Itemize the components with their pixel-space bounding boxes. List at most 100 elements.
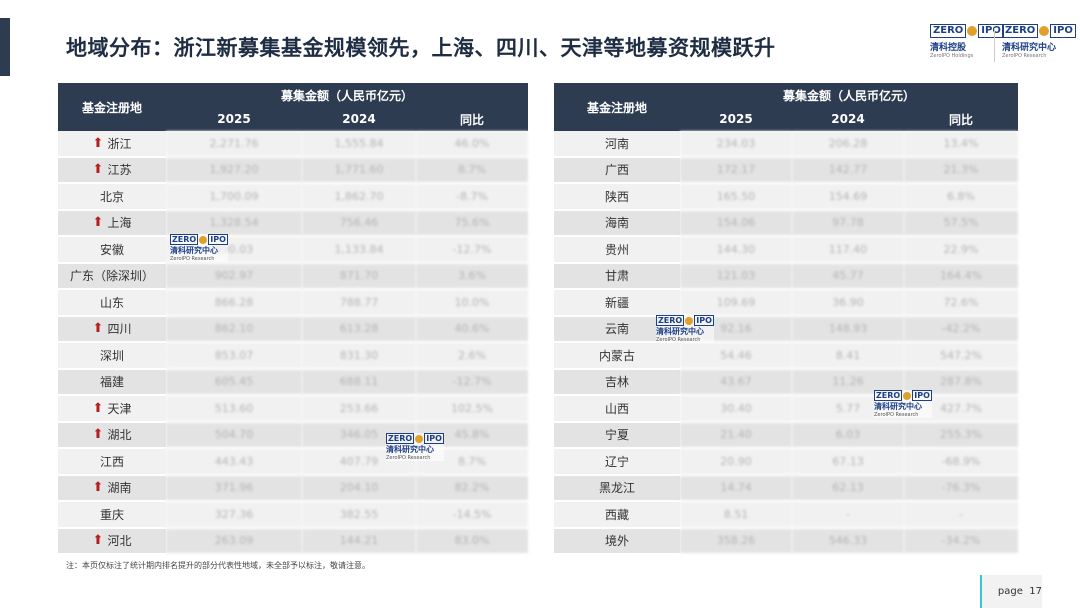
arrow-up-icon: ⬆ [92, 480, 104, 496]
left-table-body: ⬆ 浙江 2,271.76 1,555.84 46.0% ⬆ 江苏 1,927.20 1,771… [58, 131, 529, 555]
amount-2024-cell: 36.90 [792, 289, 904, 317]
region-label: 甘肃 [604, 269, 629, 284]
amount-2024-cell: 613.28 [302, 315, 416, 343]
yoy-cell: 75.6% [416, 209, 529, 237]
table-row: 广西 172.17 142.77 21.3% [554, 156, 1019, 184]
arrow-up-icon: ⬆ [92, 427, 104, 443]
region-cell: ⬆ 四川 [58, 315, 166, 343]
amount-2024-cell: 148.93 [792, 315, 904, 343]
region-cell: 甘肃 [554, 262, 680, 290]
region-cell: 内蒙古 [554, 342, 680, 370]
yoy-cell: 21.3% [904, 156, 1019, 184]
amount-2024-cell: 144.21 [302, 527, 416, 555]
yoy-cell: -14.5% [416, 501, 529, 529]
region-label: 江西 [99, 454, 124, 469]
page-indicator: page 17 [980, 575, 1042, 608]
table-row: 江西 443.43 407.79 8.7% [58, 448, 529, 476]
arrow-up-icon: ⬆ [92, 215, 104, 231]
amount-2024-cell: 546.33 [792, 527, 904, 555]
table-row: 宁夏 21.40 6.03 255.3% [554, 421, 1019, 449]
region-cell: 宁夏 [554, 421, 680, 449]
arrow-up-icon: ⬆ [92, 533, 104, 549]
table-row: ⬆ 天津 513.60 253.66 102.5% [58, 395, 529, 423]
amount-2025-cell: 862.10 [166, 315, 302, 343]
amount-2025-cell: 154.06 [680, 209, 792, 237]
zeroipo-mark-icon: ZERO IPO [874, 390, 932, 401]
yoy-cell: -8.7% [416, 183, 529, 211]
yoy-cell: 102.5% [416, 395, 529, 423]
yoy-cell: -42.2% [904, 315, 1019, 343]
amount-2024-cell: 831.30 [302, 342, 416, 370]
year-2025-header: 2025 [166, 107, 302, 131]
region-cell: 福建 [58, 368, 166, 396]
region-cell: 河南 [554, 131, 680, 158]
arrow-up-icon: ⬆ [92, 135, 104, 151]
table-row: 新疆 109.69 36.90 72.6% [554, 289, 1019, 317]
amount-2024-cell: 8.41 [792, 342, 904, 370]
region-cell: 江西 [58, 448, 166, 476]
zeroipo-mark-icon: ZERO IPO [170, 234, 228, 245]
yoy-cell: 57.5% [904, 209, 1019, 237]
page-title: 地域分布：浙江新募集基金规模领先，上海、四川、天津等地募资规模跃升 [66, 36, 776, 60]
table-row: ⬆ 浙江 2,271.76 1,555.84 46.0% [58, 131, 529, 158]
amount-2024-cell: 871.70 [302, 262, 416, 290]
amount-2025-cell: 43.67 [680, 368, 792, 396]
zeroipo-holdings-logo: ZERO IPO 清科控股 ZeroIPO Holdings [930, 24, 1004, 59]
amount-2025-cell: 30.40 [680, 395, 792, 423]
yoy-cell: -12.7% [416, 368, 529, 396]
region-cell: ⬆ 河北 [58, 527, 166, 555]
yoy-cell: -76.3% [904, 474, 1019, 502]
watermark-logo: ZERO IPO 清科研究中心 ZeroIPO Research [656, 315, 714, 343]
amount-2024-cell: 1,555.84 [302, 131, 416, 158]
yoy-cell: 22.9% [904, 236, 1019, 264]
table-row: 陕西 165.50 154.69 6.8% [554, 183, 1019, 211]
table-row: 内蒙古 54.46 8.41 547.2% [554, 342, 1019, 370]
region-label: 境外 [604, 534, 629, 549]
zeroipo-research-logo: ZERO IPO 清科研究中心 ZeroIPO Research [1002, 24, 1076, 59]
amount-2024-cell: 688.11 [302, 368, 416, 396]
amount-2025-cell: 1,328.54 [166, 209, 302, 237]
page-number: 17 [1029, 586, 1042, 597]
table-row: ⬆ 上海 1,328.54 756.46 75.6% [58, 209, 529, 237]
region-label: 湖南 [107, 481, 132, 496]
region-label: 深圳 [99, 348, 124, 363]
table-row: ⬆ 湖北 504.70 346.05 45.8% [58, 421, 529, 449]
watermark-logo: ZERO IPO 清科研究中心 ZeroIPO Research [170, 234, 228, 262]
region-cell: 山西 [554, 395, 680, 423]
table-row: ⬆ 河北 263.09 144.21 83.0% [58, 527, 529, 555]
region-cell: ⬆ 江苏 [58, 156, 166, 184]
region-label: 天津 [107, 401, 132, 416]
amount-2025-cell: 853.07 [166, 342, 302, 370]
amount-2024-cell: 1,771.60 [302, 156, 416, 184]
region-label: 安徽 [99, 242, 124, 257]
yoy-cell: 83.0% [416, 527, 529, 555]
table-row: 西藏 8.51- - [554, 501, 1019, 529]
region-cell: ⬆ 湖北 [58, 421, 166, 449]
region-label: 辽宁 [604, 454, 629, 469]
region-cell: 深圳 [58, 342, 166, 370]
region-cell: 吉林 [554, 368, 680, 396]
yoy-header: 同比 [416, 107, 529, 131]
amount-2024-cell: 67.13 [792, 448, 904, 476]
amount-2024-cell: 142.77 [792, 156, 904, 184]
amount-2025-cell: 14.74 [680, 474, 792, 502]
amount-2024-cell: 1,133.84 [302, 236, 416, 264]
page-strip [980, 575, 982, 608]
yoy-cell: 13.4% [904, 131, 1019, 158]
yoy-cell: -68.9% [904, 448, 1019, 476]
region-cell: 辽宁 [554, 448, 680, 476]
table-row: 河南 234.03 206.28 13.4% [554, 131, 1019, 158]
left-region-table: 基金注册地 募集金额（人民币亿元） 2025 2024 同比 ⬆ 浙江 2,271.… [58, 83, 529, 555]
yoy-cell: 164.4% [904, 262, 1019, 290]
amount-2024-cell: 204.10 [302, 474, 416, 502]
amount-2025-cell: 21.40 [680, 421, 792, 449]
table-row: 贵州 144.30 117.40 22.9% [554, 236, 1019, 264]
region-cell: 贵州 [554, 236, 680, 264]
amount-2024-cell: 253.66 [302, 395, 416, 423]
region-cell: 新疆 [554, 289, 680, 317]
table-row: 广东（除深圳） 902.97 871.70 3.6% [58, 262, 529, 290]
amount-2024-cell: 45.77 [792, 262, 904, 290]
amount-2025-cell: 2,271.76 [166, 131, 302, 158]
region-label: 河南 [604, 136, 629, 151]
region-cell: ⬆ 湖南 [58, 474, 166, 502]
